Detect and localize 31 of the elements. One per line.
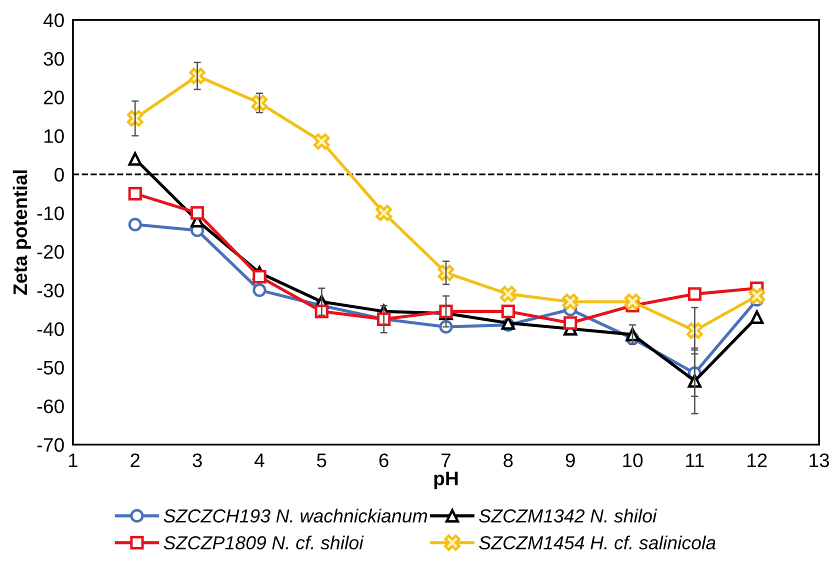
legend-label: SZCZP1809 N. cf. shiloi [164, 536, 364, 550]
x-tick-label: 8 [504, 453, 513, 468]
y-tick-label: -50 [37, 360, 64, 375]
legend-label: SZCZM1342 N. shiloi [479, 508, 658, 523]
y-tick-label: -20 [37, 245, 64, 259]
y-tick-label: 40 [43, 13, 64, 28]
x-tick-label: 4 [254, 454, 264, 468]
y-axis-title: Zeta potential [12, 170, 31, 295]
x-tick-label: 5 [317, 454, 326, 468]
x-tick-label: 2 [130, 453, 140, 468]
y-tick-label: 0 [54, 168, 64, 182]
x-tick-label: 3 [192, 453, 202, 468]
x-axis-title: pH [434, 472, 458, 490]
y-tick-label: -70 [37, 438, 64, 452]
x-tick-label: 6 [379, 453, 388, 468]
y-tick-label: -40 [37, 322, 64, 336]
x-tick-label: 13 [810, 453, 829, 468]
y-tick-label: 30 [44, 52, 64, 66]
x-tick-label: 9 [566, 453, 575, 468]
legend-label: SZCZCH193 N. wachnickianum [164, 508, 428, 523]
legend-label: SZCZM1454 H. cf. salinicola [479, 536, 716, 550]
x-tick-label: 12 [748, 453, 767, 468]
x-tick-label: 7 [442, 454, 450, 468]
y-tick-label: -30 [37, 284, 64, 298]
x-tick-label: 10 [623, 453, 643, 468]
y-tick-label: -60 [37, 399, 64, 414]
y-tick-label: -10 [37, 206, 64, 220]
y-tick-label: 20 [44, 90, 64, 104]
x-tick-label: 1 [69, 454, 78, 468]
x-tick-label: 11 [686, 454, 704, 468]
y-tick-label: 10 [44, 129, 64, 143]
